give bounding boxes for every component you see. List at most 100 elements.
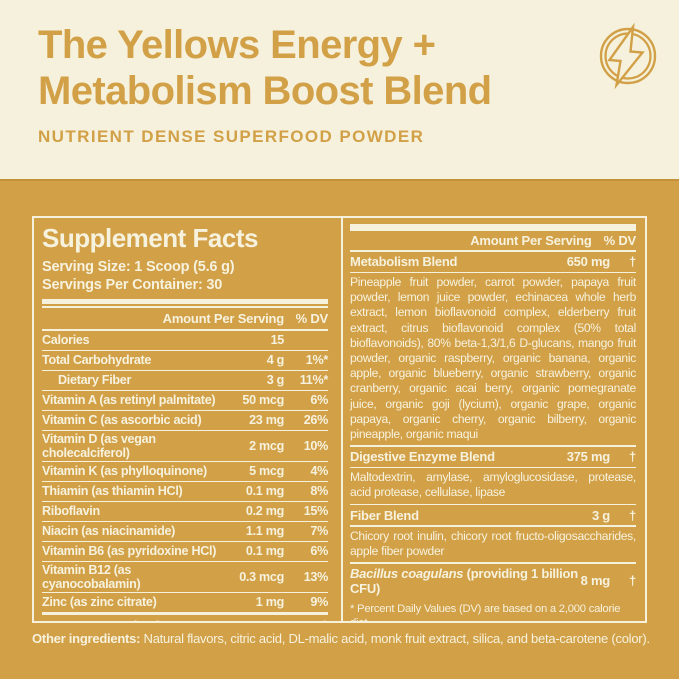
blend-dv: † bbox=[629, 254, 636, 269]
nutrient-row: Calories 15 bbox=[42, 331, 328, 351]
nutrient-amount: 1.1 mg bbox=[245, 524, 284, 538]
nutrient-name: Vitamin B12 (as cyanocobalamin) bbox=[42, 562, 141, 591]
nutrient-row: Vitamin B6 (as pyridoxine HCl) 0.1 mg 6% bbox=[42, 542, 328, 562]
nutrient-amount: 1 mg bbox=[255, 595, 285, 609]
nutrient-dv: 1%* bbox=[305, 353, 329, 367]
blend-ingredients: Chicory root inulin, chicory root fructo… bbox=[350, 528, 636, 558]
nutrient-table: Calories 15 Total Carbohydrate 4 g 1%* Dietar… bbox=[42, 331, 328, 612]
nutrient-name: Vitamin B6 (as pyridoxine HCl) bbox=[42, 544, 217, 558]
servings-per-container: Servings Per Container: 30 bbox=[42, 277, 223, 293]
divider-thick bbox=[350, 224, 636, 231]
blend-row: Fiber Blend 3 g † bbox=[350, 505, 636, 525]
blend-name: Fiber Blend bbox=[350, 507, 419, 523]
nutrient-amount: 0.2 mg bbox=[245, 504, 284, 518]
nutrient-name: Vitamin A (as retinyl palmitate) bbox=[42, 393, 216, 407]
product-subtitle: NUTRIENT DENSE SUPERFOOD POWDER bbox=[38, 127, 425, 146]
divider-thin bbox=[350, 562, 636, 564]
nutrient-name: Vitamin K (as phylloquinone) bbox=[42, 464, 207, 478]
header-amount-label: Amount Per Serving bbox=[470, 233, 592, 248]
blend-dv: † bbox=[629, 507, 636, 523]
energy-boost-blend-row: Energy Boost Blend 105 mg † bbox=[42, 615, 328, 622]
product-title-line1: The Yellows Energy + bbox=[38, 23, 436, 67]
divider-thin bbox=[350, 271, 636, 273]
nutrient-dv: 9% bbox=[310, 595, 328, 609]
serving-size: Serving Size: 1 Scoop (5.6 g) bbox=[42, 259, 235, 275]
nutrient-row: Vitamin D (as vegan cholecalciferol) 2 mc… bbox=[42, 431, 328, 462]
nutrient-dv: 7% bbox=[310, 524, 328, 538]
blend-row: Digestive Enzyme Blend 375 mg † bbox=[350, 447, 636, 467]
supplement-facts-panel: Supplement Facts Serving Size: 1 Scoop (… bbox=[32, 216, 647, 623]
divider-medium bbox=[42, 611, 328, 615]
nutrient-name: Riboflavin bbox=[42, 504, 100, 518]
blend-amount: 8 mg bbox=[580, 573, 611, 589]
divider-thin bbox=[350, 466, 636, 469]
header-dv-label: % DV bbox=[603, 233, 637, 248]
blend-sections: Metabolism Blend 650 mg † Pineapple fruit p… bbox=[350, 250, 636, 598]
lightning-bolt-icon bbox=[599, 22, 657, 90]
divider-thin bbox=[350, 250, 636, 252]
nutrient-name: Vitamin D (as vegan cholecalciferol) bbox=[42, 431, 156, 460]
blend-amount: 375 mg bbox=[566, 449, 611, 465]
footnote-dv-basis: * Percent Daily Values (DV) are based on… bbox=[350, 602, 621, 621]
nutrient-amount: 15 bbox=[270, 333, 285, 347]
nutrient-name: Dietary Fiber bbox=[58, 373, 132, 387]
nutrient-row: Vitamin A (as retinyl palmitate) 50 mcg 6% bbox=[42, 391, 328, 411]
nutrient-dv: 10% bbox=[303, 438, 329, 453]
nutrient-dv: 8% bbox=[310, 484, 328, 498]
blend-row: Bacillus coagulans (providing 1 billion … bbox=[350, 564, 636, 598]
nutrient-row: Zinc (as zinc citrate) 1 mg 9% bbox=[42, 593, 328, 612]
nutrient-row: Dietary Fiber 3 g 11%* bbox=[42, 371, 328, 391]
nutrient-dv: 11%* bbox=[299, 373, 329, 387]
nutrient-amount: 50 mcg bbox=[242, 393, 284, 407]
product-title: The Yellows Energy + Metabolism Boost Bl… bbox=[38, 22, 598, 114]
blend-name-suffix: (providing 1 billion CFU) bbox=[350, 565, 578, 596]
other-ingredients-text: Natural flavors, citric acid, DL-malic a… bbox=[140, 631, 651, 646]
nutrient-name: Zinc (as zinc citrate) bbox=[42, 595, 157, 609]
blend-amount: 650 mg bbox=[566, 254, 611, 269]
blend-ingredients: Pineapple fruit powder, carrot powder, p… bbox=[350, 275, 636, 442]
blend-row: Metabolism Blend 650 mg † bbox=[350, 252, 636, 272]
blend-amount: 105 mg bbox=[218, 618, 285, 622]
nutrient-amount: 23 mg bbox=[249, 413, 284, 427]
supplement-facts-title: Supplement Facts bbox=[42, 223, 258, 253]
blend-name: Digestive Enzyme Blend bbox=[350, 449, 495, 465]
header-dv-label: % DV bbox=[295, 311, 329, 326]
nutrient-dv: 6% bbox=[310, 544, 328, 558]
footnotes: * Percent Daily Values (DV) are based on… bbox=[350, 598, 636, 621]
blend-dv: † bbox=[284, 618, 328, 622]
nutrient-row: Vitamin K (as phylloquinone) 5 mcg 4% bbox=[42, 462, 328, 482]
blend-amount: 3 g bbox=[591, 507, 610, 523]
nutrient-dv: 13% bbox=[303, 569, 329, 584]
nutrient-name: Vitamin C (as ascorbic acid) bbox=[42, 413, 202, 427]
gold-background bbox=[0, 179, 679, 679]
nutrient-amount: 0.3 mcg bbox=[239, 569, 284, 584]
nutrient-amount: 0.1 mg bbox=[245, 484, 284, 498]
nutrient-row: Riboflavin 0.2 mg 15% bbox=[42, 502, 328, 522]
panel-right-column: Amount Per Serving % DV Metabolism Blend… bbox=[343, 218, 645, 621]
nutrient-row: Vitamin C (as ascorbic acid) 23 mg 26% bbox=[42, 411, 328, 431]
nutrient-dv: 6% bbox=[310, 393, 328, 407]
nutrient-amount: 0.1 mg bbox=[245, 544, 284, 558]
other-ingredients: Other ingredients: Natural flavors, citr… bbox=[32, 631, 650, 647]
blend-name: Bacillus coagulans (providing 1 billion … bbox=[350, 566, 581, 596]
nutrient-amount: 4 g bbox=[266, 353, 285, 367]
divider-thin bbox=[350, 503, 636, 506]
product-title-line2: Metabolism Boost Blend bbox=[38, 69, 492, 113]
table-header-right: Amount Per Serving % DV bbox=[350, 231, 636, 250]
nutrient-dv: 26% bbox=[303, 413, 329, 427]
nutrient-name: Calories bbox=[42, 333, 90, 347]
nutrient-row: Niacin (as niacinamide) 1.1 mg 7% bbox=[42, 522, 328, 542]
blend-dv: † bbox=[629, 449, 636, 465]
blend-dv: † bbox=[629, 573, 636, 589]
nutrient-name: Niacin (as niacinamide) bbox=[42, 524, 176, 538]
nutrient-name: Total Carbohydrate bbox=[42, 353, 152, 367]
table-header-left: Amount Per Serving % DV bbox=[42, 308, 329, 329]
nutrient-dv: 15% bbox=[303, 504, 329, 518]
blend-name: Metabolism Blend bbox=[350, 254, 458, 269]
nutrient-amount: 2 mcg bbox=[249, 438, 284, 453]
nutrient-row: Total Carbohydrate 4 g 1%* bbox=[42, 351, 328, 371]
divider-thick bbox=[42, 299, 328, 308]
divider-thin bbox=[350, 445, 636, 447]
nutrient-name: Thiamin (as thiamin HCl) bbox=[42, 484, 183, 498]
nutrient-amount: 5 mcg bbox=[249, 464, 284, 478]
